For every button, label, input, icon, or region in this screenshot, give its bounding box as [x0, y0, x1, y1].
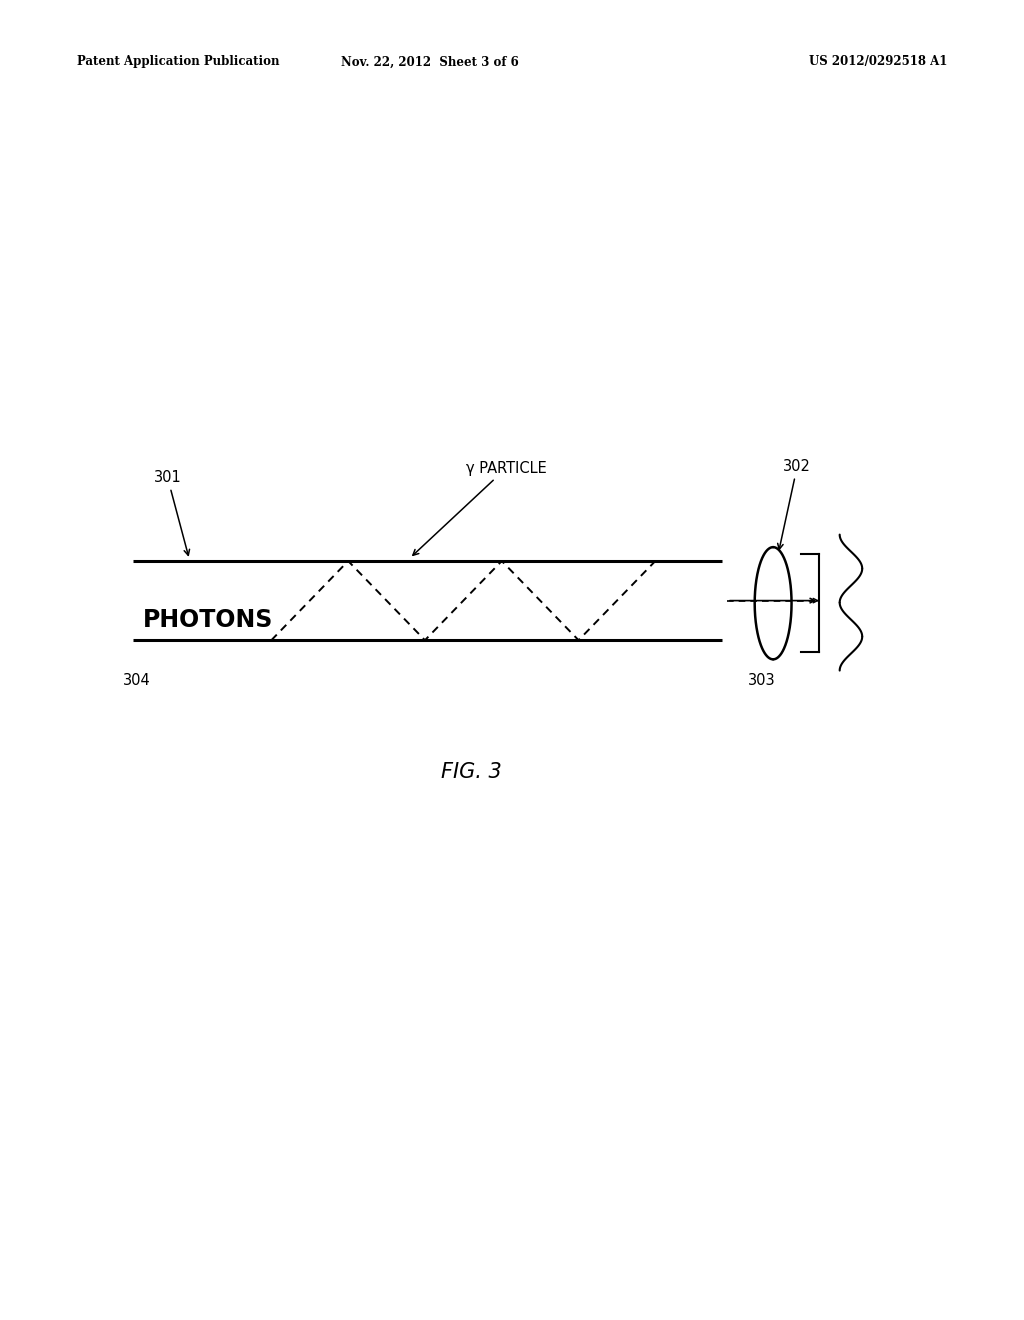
Text: γ PARTICLE: γ PARTICLE [413, 461, 547, 556]
Text: PHOTONS: PHOTONS [143, 609, 273, 632]
Text: 303: 303 [748, 673, 775, 688]
Text: 301: 301 [154, 470, 189, 556]
Text: 302: 302 [777, 458, 811, 549]
Text: Nov. 22, 2012  Sheet 3 of 6: Nov. 22, 2012 Sheet 3 of 6 [341, 55, 519, 69]
Text: 304: 304 [123, 673, 151, 688]
Text: Patent Application Publication: Patent Application Publication [77, 55, 280, 69]
Text: FIG. 3: FIG. 3 [440, 762, 502, 783]
Text: US 2012/0292518 A1: US 2012/0292518 A1 [809, 55, 947, 69]
